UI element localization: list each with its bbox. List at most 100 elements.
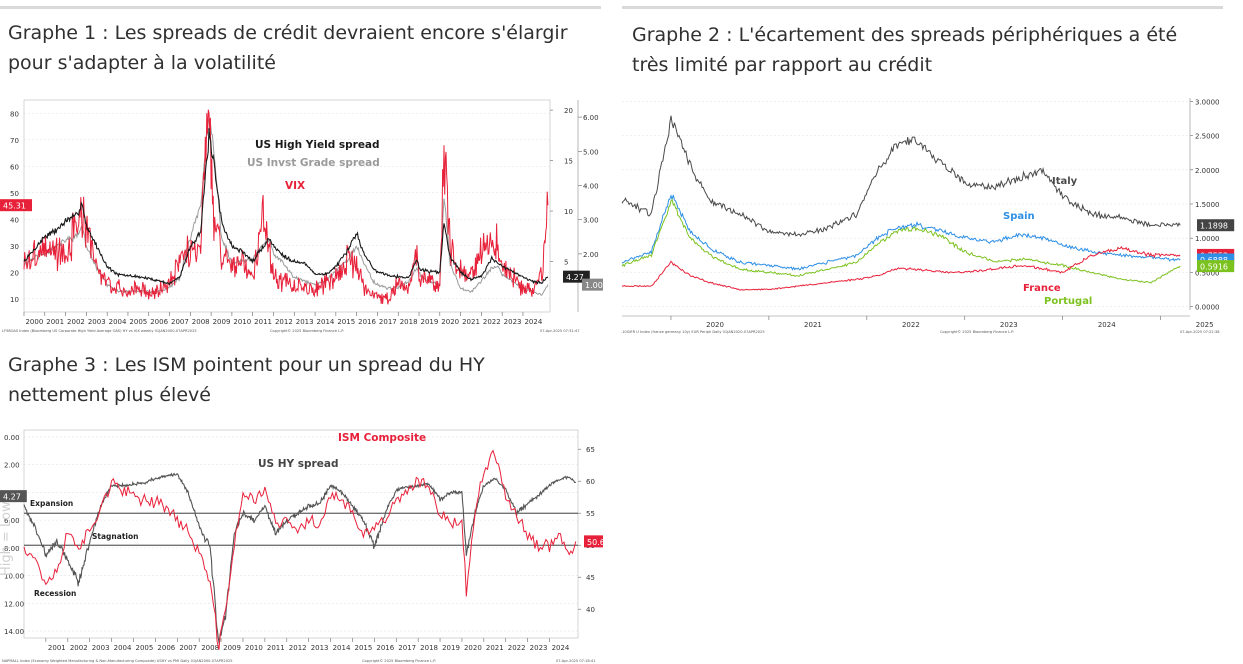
label-france: France (1023, 283, 1061, 294)
left-tick-label: 10 (10, 296, 19, 304)
x-tick-label: 2020 (706, 321, 724, 329)
series-ism-line (23, 449, 577, 650)
label-spain: Spain (1003, 211, 1035, 222)
x-tick-label: 2021 (804, 321, 822, 329)
hy-last-badge: 4.27 (3, 493, 21, 502)
right-tick-label: 3.0000 (1195, 98, 1220, 106)
left-tick-label: 12.00 (4, 600, 24, 608)
series-italy-line (621, 115, 1181, 238)
footer-left: NAPMALL Index (Economy Weighted Manufact… (2, 659, 233, 663)
label-italy: Italy (1052, 176, 1078, 187)
right-tick-label: 45 (586, 574, 595, 582)
left-tick-label: 8.00 (4, 545, 20, 553)
legend-hy: US High Yield spread (255, 139, 380, 151)
hy-last-badge-bg (0, 490, 27, 503)
x-tick-label: 2007 (171, 318, 189, 326)
right-tick-label: 0.0000 (1195, 304, 1220, 312)
left-tick-label: 0.00 (4, 434, 20, 442)
italy-last-badge: 1.1898 (1200, 222, 1228, 231)
series-hy-spread-line (23, 128, 549, 286)
right-tick-label: 0.5000 (1195, 269, 1220, 277)
panel-2-top-rule (622, 6, 1223, 9)
series-vix-line (23, 109, 549, 305)
x-tick-label: 2012 (289, 644, 307, 652)
right-inner-tick-label: 5 (564, 259, 568, 267)
x-tick-label: 2005 (129, 318, 147, 326)
x-tick-label: 2020 (464, 644, 482, 652)
x-tick-label: 2020 (441, 318, 459, 326)
chart-1-title-line1: Graphe 1 : Les spreads de crédit devraie… (8, 22, 568, 44)
right-tick-label: 60 (586, 478, 595, 486)
x-tick-label: 2021 (486, 644, 504, 652)
series-hy-spread-line (23, 472, 577, 644)
x-tick-label: 2006 (150, 318, 168, 326)
footer-center: Copyright© 2025 Bloomberg Finance L.P. (270, 329, 344, 333)
chart-1-title-line2: pour s'adapter à la volatilité (8, 52, 276, 74)
x-tick-label: 2016 (358, 318, 376, 326)
x-tick-label: 2007 (179, 644, 197, 652)
chart-2-title: Graphe 2 : L'écartement des spreads péri… (632, 20, 1232, 80)
x-tick-label: 2022 (902, 321, 920, 329)
legend-vix: VIX (285, 180, 305, 192)
x-tick-label: 2010 (245, 644, 263, 652)
x-tick-label: 2022 (508, 644, 526, 652)
right-tick-label: 40 (586, 606, 595, 614)
left-tick-label: 30 (10, 243, 19, 251)
portugal-last-badge-bg (1197, 260, 1235, 273)
x-tick-label: 2005 (136, 644, 154, 652)
x-tick-label: 2014 (333, 644, 351, 652)
x-tick-label: 2012 (275, 318, 293, 326)
label-portugal: Portugal (1044, 296, 1092, 307)
right-inner-tick-label: 10 (564, 208, 573, 216)
panel-1-top-rule (0, 6, 601, 9)
right-tick-label: 2.5000 (1195, 133, 1220, 141)
x-tick-label: 2013 (311, 644, 329, 652)
series-france-line (621, 245, 1181, 291)
chart-1: 10 20 30 40 50 60 70 80 5 10 15 20 2.00 3.00 4.00 5.00 6… (0, 99, 603, 333)
footer-center: Copyright© 2025 Bloomberg Finance L.P. (362, 659, 436, 663)
left-tick-label: 14.00 (4, 628, 24, 636)
x-tick-label: 2003 (88, 318, 106, 326)
left-tick-label: 40 (10, 216, 19, 224)
legend-ism: ISM Composite (338, 432, 426, 444)
x-tick-label: 2018 (400, 318, 418, 326)
watermark-text: High = Low (0, 501, 14, 576)
x-tick-label: 2023 (1000, 321, 1018, 329)
right-outer-tick-label: 6.00 (583, 114, 599, 122)
x-tick-label: 2019 (421, 318, 439, 326)
x-tick-label: 2019 (442, 644, 460, 652)
italy-last-badge-bg (1197, 219, 1235, 232)
x-tick-label: 2004 (114, 644, 132, 652)
footer-center: Copyright© 2025 Bloomberg Finance L.P. (940, 330, 1014, 334)
legend-ig: US Invst Grade spread (247, 157, 380, 169)
left-tick-label: 80 (10, 110, 19, 118)
x-tick-label: 2009 (213, 318, 231, 326)
x-tick-label: 2024 (1098, 321, 1116, 329)
right-tick-label: 1.5000 (1195, 201, 1220, 209)
left-tick-label: 70 (10, 137, 19, 145)
x-tick-label: 2001 (48, 644, 66, 652)
chart-2-title-line2: très limité par rapport au crédit (632, 54, 933, 76)
chart-3-title-line2: nettement plus élevé (8, 384, 211, 406)
chart-3-title-line1: Graphe 3 : Les ISM pointent pour un spre… (8, 354, 485, 376)
portugal-last-badge: 0.5916 (1200, 263, 1228, 272)
right-inner-tick-label: 20 (564, 107, 573, 115)
right-outer-tick-label: 2.00 (583, 251, 599, 259)
footer-right: 07-Apr-2025 07:31:47 (540, 329, 580, 333)
footer-right: 07-Apr-2025 07:22:38 (1180, 330, 1220, 334)
annotation-stagnation: Stagnation (92, 532, 138, 541)
x-tick-label: 2015 (337, 318, 355, 326)
right-tick-label: 2.0000 (1195, 167, 1220, 175)
x-tick-label: 2004 (109, 318, 127, 326)
x-tick-label: 2016 (376, 644, 394, 652)
x-tick-label: 2017 (379, 318, 397, 326)
x-tick-label: 2015 (354, 644, 372, 652)
vix-last-badge-bg (0, 199, 32, 212)
x-tick-label: 2024 (524, 318, 542, 326)
right-tick-label: 65 (586, 446, 595, 454)
x-tick-label: 2001 (46, 318, 64, 326)
x-tick-label: 2024 (552, 644, 570, 652)
chart-2: 0.0000 0.5000 1.0000 1.5000 2.0000 2.5000 3.00… (621, 98, 1235, 334)
x-tick-label: 2008 (192, 318, 210, 326)
chart-3: 0.002.004.006.008.0010.0012.0014.0040455… (0, 429, 603, 663)
